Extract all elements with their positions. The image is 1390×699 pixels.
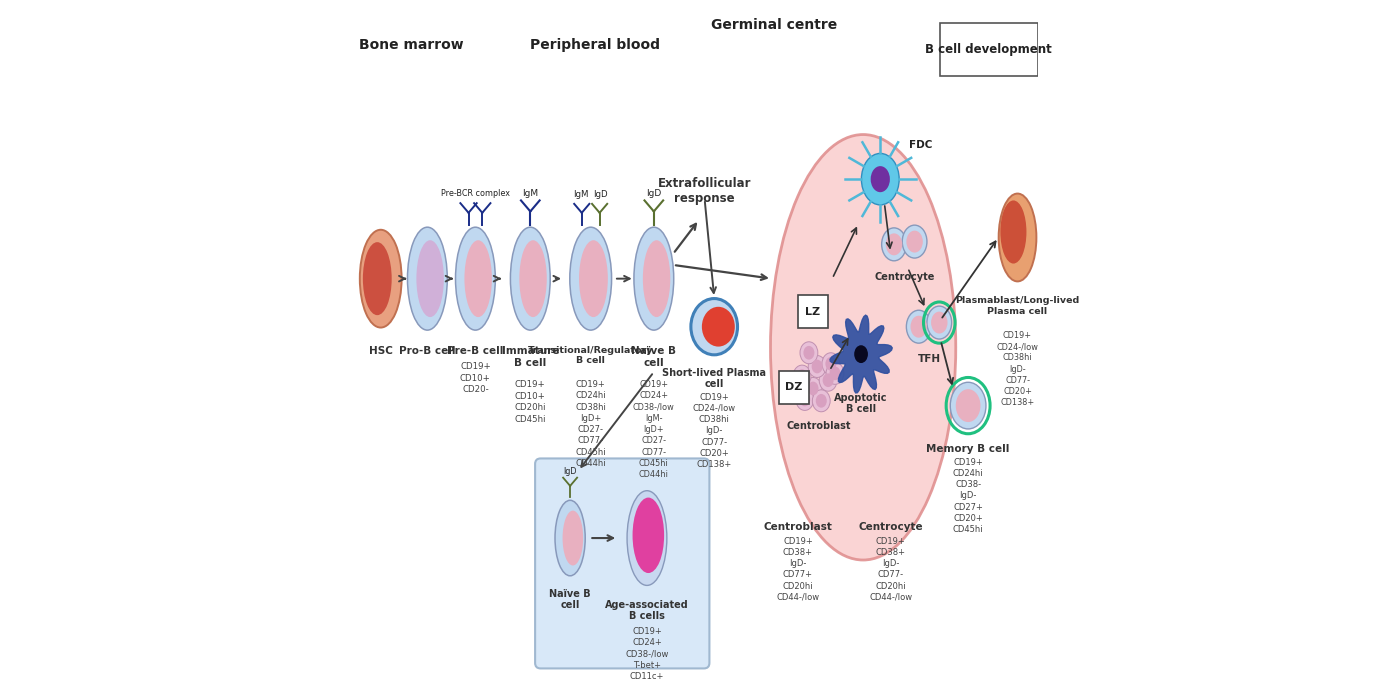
Text: Centroblast: Centroblast	[763, 522, 833, 532]
Ellipse shape	[363, 242, 392, 315]
Ellipse shape	[555, 500, 585, 576]
Ellipse shape	[885, 233, 902, 255]
Ellipse shape	[808, 356, 826, 377]
Ellipse shape	[407, 227, 448, 330]
Ellipse shape	[855, 345, 867, 363]
Text: CD19+
CD10+
CD20hi
CD45hi: CD19+ CD10+ CD20hi CD45hi	[514, 380, 546, 424]
Text: IgD: IgD	[563, 468, 577, 476]
Ellipse shape	[826, 362, 844, 384]
Text: CD19+
CD24+
CD38-/low
IgM-
IgD+
CD27-
CD77-
CD45hi
CD44hi: CD19+ CD24+ CD38-/low IgM- IgD+ CD27- CD…	[632, 380, 674, 479]
Text: Immature
B cell: Immature B cell	[502, 346, 559, 368]
Text: Age-associated
B cells: Age-associated B cells	[605, 600, 689, 621]
Ellipse shape	[902, 225, 927, 258]
Ellipse shape	[801, 342, 817, 363]
Text: Pro-B cell: Pro-B cell	[399, 346, 456, 356]
Ellipse shape	[821, 353, 840, 375]
Ellipse shape	[931, 312, 948, 333]
Ellipse shape	[570, 227, 612, 330]
Text: CD19+
CD24-/low
CD38hi
IgD-
CD77-
CD20+
CD138+: CD19+ CD24-/low CD38hi IgD- CD77- CD20+ …	[692, 393, 735, 469]
Text: Pre-B cell: Pre-B cell	[448, 346, 503, 356]
Text: Extrafollicular
response: Extrafollicular response	[657, 177, 752, 205]
Text: CD19+
CD24hi
CD38hi
IgD+
CD27-
CD77-
CD45hi
CD44hi: CD19+ CD24hi CD38hi IgD+ CD27- CD77- CD4…	[575, 380, 606, 468]
Ellipse shape	[823, 373, 834, 387]
Text: Peripheral blood: Peripheral blood	[531, 38, 660, 52]
FancyBboxPatch shape	[798, 295, 828, 328]
Text: IgD: IgD	[646, 189, 662, 198]
Text: CD19+
CD24-/low
CD38hi
IgD-
CD77-
CD20+
CD138+: CD19+ CD24-/low CD38hi IgD- CD77- CD20+ …	[997, 331, 1038, 408]
Ellipse shape	[464, 240, 492, 317]
Ellipse shape	[927, 306, 952, 339]
Ellipse shape	[951, 382, 986, 429]
Ellipse shape	[563, 510, 584, 565]
Text: CD19+
CD10+
CD20-: CD19+ CD10+ CD20-	[460, 362, 491, 394]
Ellipse shape	[520, 240, 546, 317]
Ellipse shape	[803, 377, 821, 399]
Text: B cell development: B cell development	[926, 43, 1052, 56]
FancyBboxPatch shape	[940, 22, 1038, 76]
Text: Bone marrow: Bone marrow	[359, 38, 463, 52]
Ellipse shape	[808, 382, 819, 396]
Ellipse shape	[417, 240, 443, 317]
Ellipse shape	[881, 228, 906, 261]
FancyBboxPatch shape	[778, 370, 809, 403]
Text: CD19+
CD24hi
CD38-
IgD-
CD27+
CD20+
CD45hi: CD19+ CD24hi CD38- IgD- CD27+ CD20+ CD45…	[952, 458, 984, 534]
Ellipse shape	[870, 166, 890, 192]
Text: LZ: LZ	[805, 307, 820, 317]
Ellipse shape	[826, 357, 837, 370]
Ellipse shape	[456, 227, 495, 330]
Ellipse shape	[1001, 201, 1026, 264]
Ellipse shape	[580, 240, 607, 317]
Text: Memory B cell: Memory B cell	[926, 444, 1009, 454]
Text: Centrocyte: Centrocyte	[874, 272, 934, 282]
Text: TFH: TFH	[917, 354, 941, 364]
Ellipse shape	[642, 240, 670, 317]
Ellipse shape	[510, 227, 550, 330]
Text: Pre-BCR complex: Pre-BCR complex	[441, 189, 510, 198]
Ellipse shape	[862, 153, 899, 205]
Text: CD19+
CD24+
CD38-/low
T-bet+
CD11c+: CD19+ CD24+ CD38-/low T-bet+ CD11c+	[626, 627, 669, 682]
Text: DZ: DZ	[785, 382, 802, 392]
Ellipse shape	[812, 359, 823, 373]
Ellipse shape	[799, 393, 810, 406]
Ellipse shape	[796, 389, 813, 410]
Ellipse shape	[812, 390, 830, 412]
Ellipse shape	[691, 298, 738, 355]
Polygon shape	[830, 315, 892, 393]
Ellipse shape	[702, 307, 735, 347]
Ellipse shape	[632, 498, 664, 573]
FancyBboxPatch shape	[535, 459, 709, 668]
Text: CD19+
CD38+
IgD-
CD77+
CD20hi
CD44-/low: CD19+ CD38+ IgD- CD77+ CD20hi CD44-/low	[777, 537, 820, 602]
Text: Naïve B
cell: Naïve B cell	[631, 346, 677, 368]
Ellipse shape	[803, 346, 815, 359]
Text: Naïve B
cell: Naïve B cell	[549, 589, 591, 610]
Ellipse shape	[794, 365, 810, 387]
Ellipse shape	[816, 394, 827, 408]
Ellipse shape	[998, 194, 1037, 282]
Text: Plasmablast/Long-lived
Plasma cell: Plasmablast/Long-lived Plasma cell	[955, 296, 1080, 316]
Ellipse shape	[634, 227, 674, 330]
Ellipse shape	[770, 134, 956, 560]
Text: Apoptotic
B cell: Apoptotic B cell	[834, 393, 888, 415]
Ellipse shape	[910, 316, 927, 338]
Ellipse shape	[956, 389, 980, 422]
Ellipse shape	[627, 491, 667, 585]
Ellipse shape	[796, 369, 808, 383]
Text: HSC: HSC	[368, 346, 392, 356]
Text: CD19+
CD38+
IgD-
CD77-
CD20hi
CD44-/low: CD19+ CD38+ IgD- CD77- CD20hi CD44-/low	[869, 537, 912, 602]
Text: IgM: IgM	[523, 189, 538, 198]
Ellipse shape	[906, 310, 931, 343]
Ellipse shape	[906, 231, 923, 252]
Ellipse shape	[830, 366, 841, 380]
Text: Transitional/Regulatory
B cell: Transitional/Regulatory B cell	[528, 346, 653, 366]
Text: Centrocyte: Centrocyte	[858, 522, 923, 532]
Ellipse shape	[360, 230, 402, 328]
Text: FDC: FDC	[909, 140, 933, 150]
Text: Centroblast: Centroblast	[787, 421, 851, 431]
Text: IgD: IgD	[594, 190, 607, 199]
Text: Short-lived Plasma
cell: Short-lived Plasma cell	[662, 368, 766, 389]
Text: IgM: IgM	[573, 190, 589, 199]
Ellipse shape	[819, 369, 837, 391]
Text: Germinal centre: Germinal centre	[710, 18, 837, 32]
